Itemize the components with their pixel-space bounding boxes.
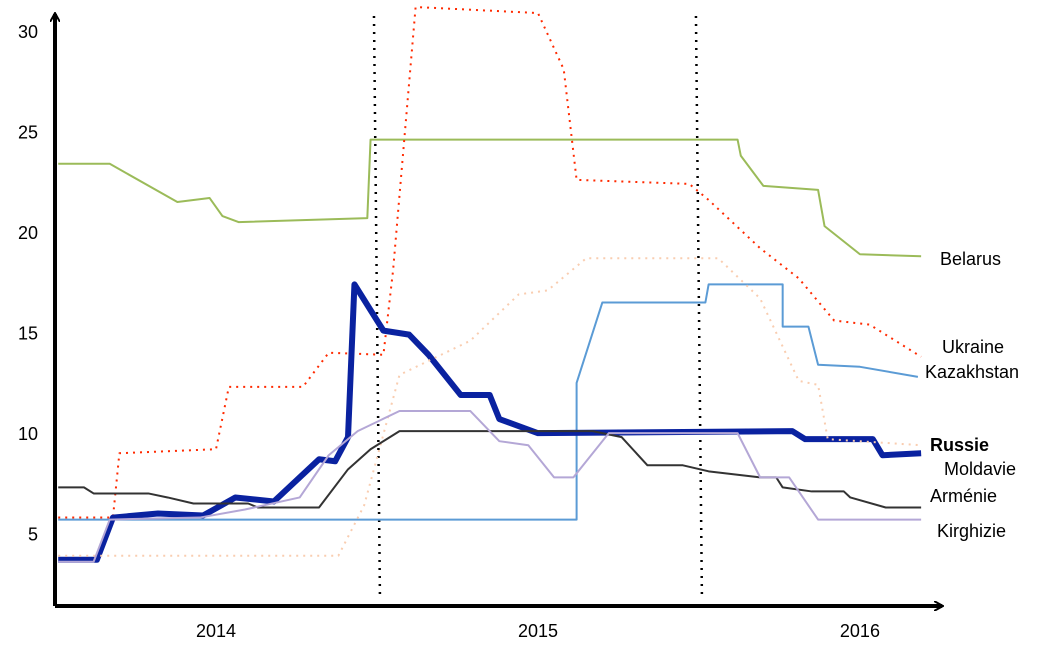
y-tick-label: 5	[28, 524, 38, 544]
series-line	[58, 430, 922, 509]
x-tick-label: 2014	[196, 621, 236, 641]
y-tick-label: 20	[18, 223, 38, 243]
series-line	[58, 283, 919, 521]
series-line	[58, 138, 922, 258]
series-label: Belarus	[940, 249, 1001, 269]
series-label: Arménie	[930, 486, 997, 506]
series-line	[58, 281, 922, 563]
y-tick-label: 10	[18, 424, 38, 444]
series-label: Kazakhstan	[925, 362, 1019, 382]
series-label: Russie	[930, 435, 989, 455]
x-tick-label: 2015	[518, 621, 558, 641]
y-tick-label: 30	[18, 22, 38, 42]
reference-line	[694, 15, 704, 601]
x-tick-label: 2016	[840, 621, 880, 641]
series-label: Moldavie	[944, 459, 1016, 479]
series-line	[58, 6, 922, 519]
series-line	[58, 410, 922, 563]
series-label: Kirghizie	[937, 521, 1006, 541]
y-tick-label: 15	[18, 323, 38, 343]
y-tick-label: 25	[18, 122, 38, 142]
series-line	[58, 257, 922, 557]
series-label: Ukraine	[942, 337, 1004, 357]
reference-line	[372, 15, 382, 601]
